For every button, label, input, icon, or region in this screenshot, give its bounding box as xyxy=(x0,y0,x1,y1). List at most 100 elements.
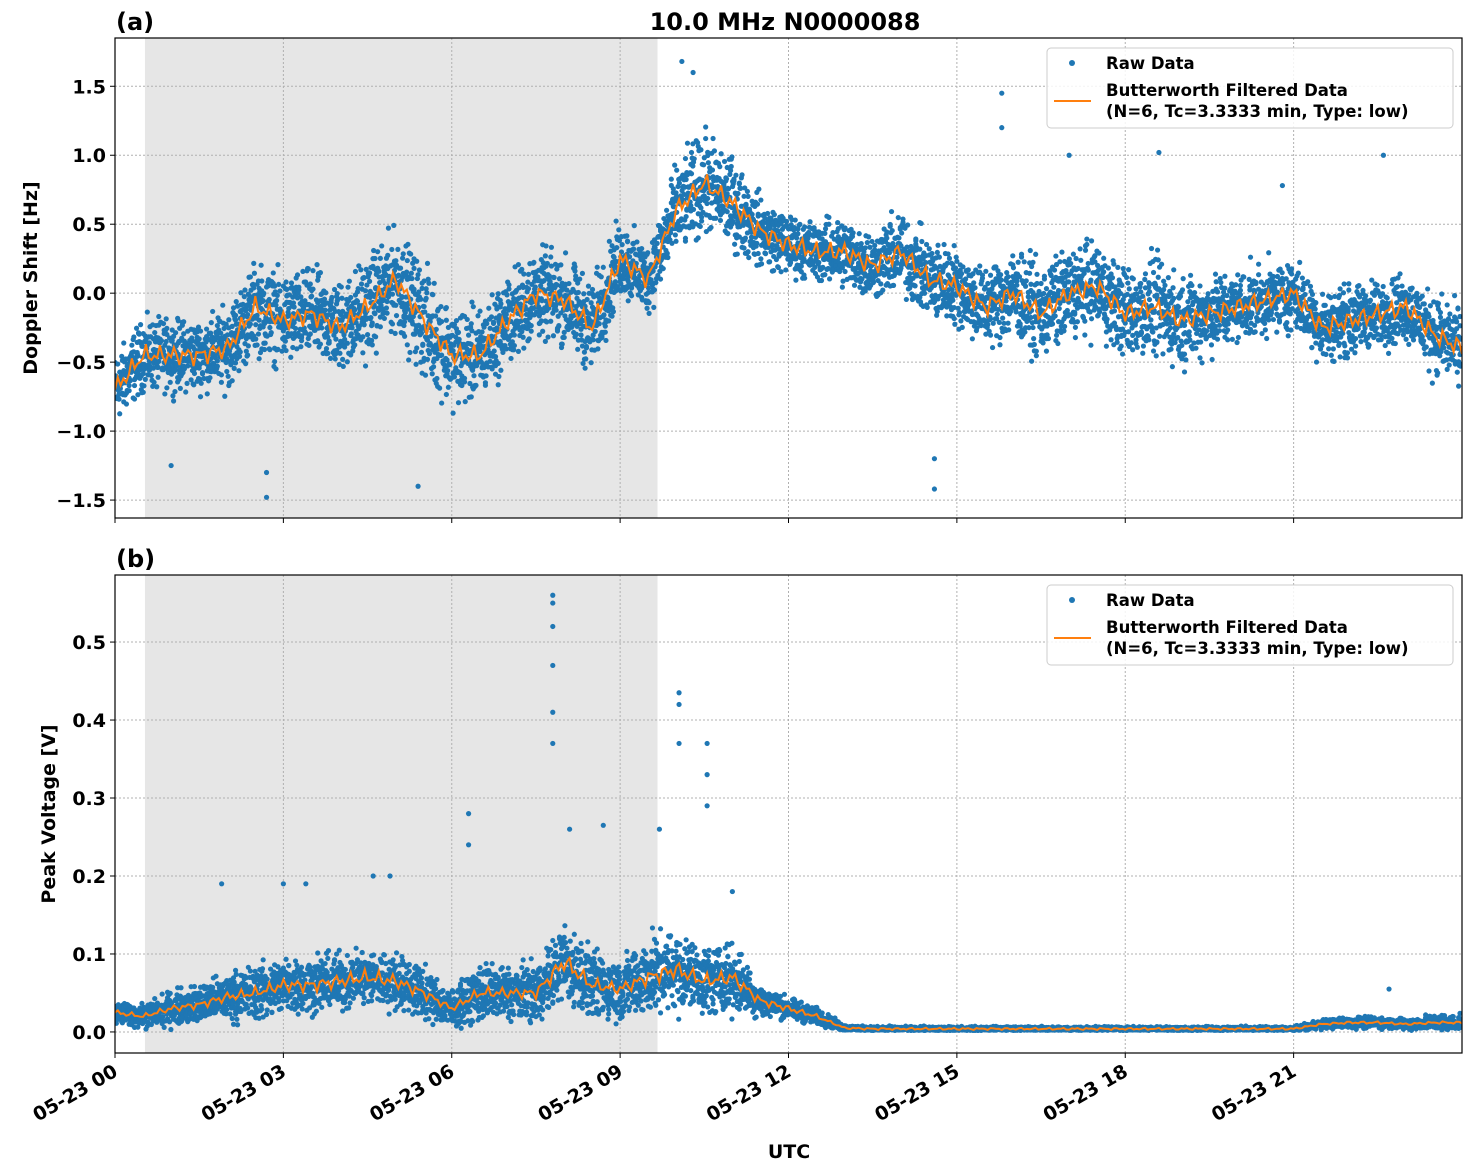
raw-point xyxy=(985,280,991,287)
raw-point xyxy=(140,343,146,349)
raw-point xyxy=(358,267,364,273)
raw-point xyxy=(438,303,444,310)
raw-point xyxy=(294,346,300,352)
raw-point xyxy=(307,331,313,337)
raw-point xyxy=(614,245,620,251)
raw-point xyxy=(538,318,544,324)
raw-point xyxy=(163,338,169,345)
raw-point xyxy=(1181,369,1188,375)
raw-point xyxy=(1218,279,1224,286)
raw-point xyxy=(1148,317,1154,323)
raw-point xyxy=(717,198,724,204)
raw-point xyxy=(240,312,246,318)
raw-point xyxy=(918,220,924,227)
raw-point xyxy=(682,155,689,162)
raw-point xyxy=(582,365,588,371)
raw-point xyxy=(117,411,123,417)
raw-point xyxy=(262,340,268,346)
raw-point xyxy=(1130,276,1136,282)
raw-point xyxy=(317,270,324,276)
raw-point xyxy=(439,318,445,325)
raw-point xyxy=(261,290,267,296)
raw-point xyxy=(135,353,141,359)
raw-point xyxy=(329,294,335,300)
raw-point xyxy=(1088,238,1095,244)
raw-point xyxy=(1041,273,1048,279)
raw-point xyxy=(1064,307,1070,314)
raw-point xyxy=(377,314,383,320)
raw-point xyxy=(369,320,375,326)
raw-point xyxy=(538,283,544,289)
raw-point xyxy=(929,250,935,257)
raw-point xyxy=(131,382,138,389)
raw-point xyxy=(389,291,396,297)
raw-point xyxy=(884,235,890,241)
raw-point xyxy=(1104,316,1110,322)
raw-point xyxy=(345,284,351,290)
raw-point xyxy=(695,235,701,241)
raw-point xyxy=(959,324,965,330)
raw-point xyxy=(275,346,281,353)
raw-point xyxy=(198,380,204,386)
raw-point xyxy=(1181,351,1188,357)
raw-point xyxy=(550,333,557,339)
raw-point xyxy=(519,266,525,272)
raw-point xyxy=(115,361,121,367)
raw-point xyxy=(544,319,550,325)
raw-point xyxy=(251,260,257,266)
raw-point xyxy=(987,332,994,338)
raw-point xyxy=(355,285,361,292)
raw-point xyxy=(987,272,994,278)
raw-point xyxy=(1162,282,1168,288)
raw-point xyxy=(705,160,711,166)
raw-point xyxy=(1031,336,1037,342)
raw-point xyxy=(173,330,179,336)
raw-point xyxy=(1000,315,1006,321)
raw-point xyxy=(1038,280,1044,287)
raw-point xyxy=(613,218,619,224)
raw-point xyxy=(989,344,996,351)
raw-point xyxy=(290,300,297,306)
raw-point xyxy=(256,356,262,362)
raw-point xyxy=(1179,287,1186,293)
raw-point xyxy=(428,342,434,348)
raw-point xyxy=(236,353,243,360)
raw-point xyxy=(419,285,425,291)
raw-point xyxy=(996,319,1002,325)
raw-point xyxy=(393,302,399,308)
raw-point xyxy=(511,332,517,338)
raw-point xyxy=(792,217,798,223)
raw-point xyxy=(450,410,456,416)
raw-point xyxy=(1010,253,1016,259)
raw-point xyxy=(445,368,451,374)
raw-point xyxy=(1126,267,1132,273)
raw-point xyxy=(519,329,525,335)
raw-point xyxy=(282,338,288,344)
raw-point xyxy=(542,253,548,259)
raw-point xyxy=(298,333,305,339)
raw-point xyxy=(531,259,537,266)
raw-point xyxy=(544,260,550,267)
raw-point xyxy=(1070,251,1076,257)
raw-point xyxy=(429,371,435,377)
raw-point xyxy=(276,281,282,288)
raw-point xyxy=(745,249,751,255)
raw-point xyxy=(626,254,633,260)
raw-point xyxy=(646,310,652,316)
raw-point xyxy=(360,350,366,356)
raw-point xyxy=(771,268,777,274)
raw-point xyxy=(348,331,354,337)
raw-point xyxy=(127,377,134,384)
raw-point xyxy=(424,356,431,362)
raw-point xyxy=(504,292,510,298)
raw-point xyxy=(470,304,476,310)
raw-point xyxy=(164,385,170,391)
raw-point xyxy=(1214,289,1221,295)
raw-point xyxy=(793,277,799,283)
raw-point xyxy=(156,313,162,320)
raw-point xyxy=(298,344,304,350)
raw-point xyxy=(136,331,142,337)
raw-point xyxy=(630,246,637,252)
raw-point xyxy=(404,269,410,275)
raw-point xyxy=(977,263,983,269)
